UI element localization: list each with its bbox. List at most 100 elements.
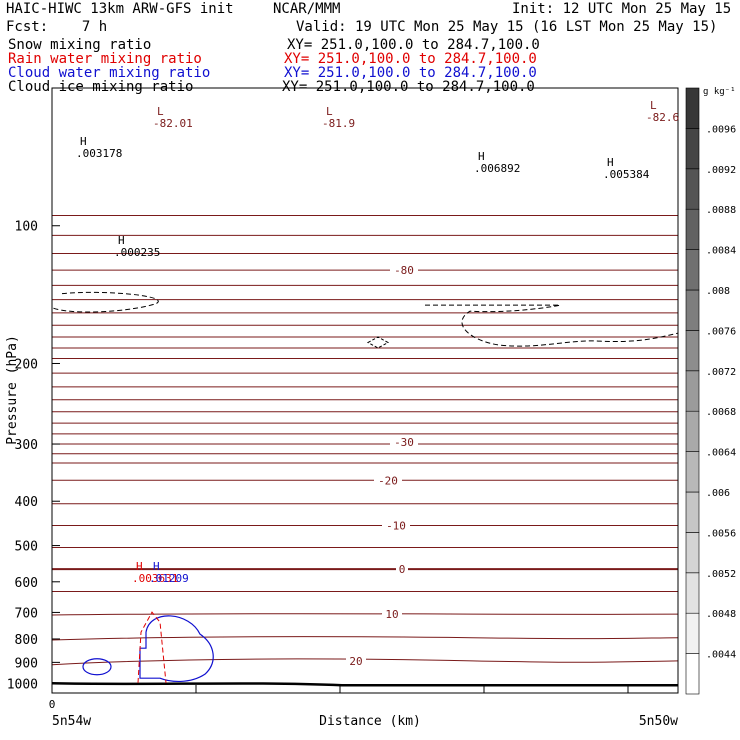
isotherm-label-bg xyxy=(382,518,410,532)
isotherm-label-bg xyxy=(390,263,418,277)
isotherm-label-bg xyxy=(390,435,418,449)
legend-rain-xy: XY= 251.0,100.0 to 284.7,100.0 xyxy=(284,51,537,67)
y-tick-label: 1000 xyxy=(7,677,38,692)
extremum-marker: H xyxy=(478,150,485,163)
y-tick-label: 400 xyxy=(15,495,38,510)
colorbar-level-label: .0096 xyxy=(706,124,736,135)
isotherm-label: -10 xyxy=(386,520,406,533)
extremum-marker: L xyxy=(650,99,657,112)
y-tick-label: 900 xyxy=(15,656,38,671)
extremum-marker: H xyxy=(607,156,614,169)
extremum-marker: L xyxy=(157,105,164,118)
colorbar-level-label: .0052 xyxy=(706,569,736,580)
colorbar-segment xyxy=(685,612,700,654)
extremum-marker: H xyxy=(153,560,160,573)
colorbar-level-label: .0092 xyxy=(706,165,736,176)
colorbar-level-label: .0088 xyxy=(706,205,736,216)
cloud-water-contour xyxy=(139,615,214,683)
distance-axis: 0 5n54w 5n50w Distance (km) xyxy=(49,685,678,729)
extremum-value: .01209 xyxy=(149,572,189,585)
y-tick-label: 200 xyxy=(15,357,38,372)
colorbar-level-label: .0044 xyxy=(706,650,736,661)
legend-cloud-water-label: Cloud water mixing ratio xyxy=(8,65,211,81)
isotherm-label: 20 xyxy=(349,655,362,668)
colorbar-level-label: .008 xyxy=(706,286,730,297)
isotherm-line xyxy=(51,613,679,616)
colorbar-level-label: .0064 xyxy=(706,448,736,459)
legend-rain-label: Rain water mixing ratio xyxy=(8,51,202,67)
y-tick-label: 700 xyxy=(15,606,38,621)
extremum-value: .003631 xyxy=(132,572,178,585)
extremum-value: -81.9 xyxy=(322,117,355,130)
colorbar-segment xyxy=(685,370,700,412)
rain-water-contour xyxy=(137,611,167,683)
x-endpoint-label-left: 5n54w xyxy=(52,714,91,729)
extremum-value: .003178 xyxy=(76,147,122,160)
x-tick-label: 0 xyxy=(49,698,56,711)
plot-frame xyxy=(51,87,679,694)
isotherm-line xyxy=(51,658,679,666)
contour-labels: -80-30-20-1001020L-82.01L-81.9L-82.6H.00… xyxy=(76,99,679,668)
isotherm-label-bg xyxy=(396,562,408,576)
colorbar-segment xyxy=(685,410,700,452)
y-tick-label: 800 xyxy=(15,633,38,648)
colorbar-segment xyxy=(685,87,700,129)
colorbar-segment xyxy=(685,168,700,210)
colorbar-segment xyxy=(685,249,700,291)
extremum-value: .000235 xyxy=(114,246,160,259)
isotherm-label-bg xyxy=(346,653,366,667)
legend-cloud-ice-label: Cloud ice mixing ratio xyxy=(8,79,194,95)
y-tick-label: 600 xyxy=(15,576,38,591)
extremum-value: .006892 xyxy=(474,162,520,175)
y-tick-label: 500 xyxy=(15,540,38,555)
extremum-marker: H xyxy=(118,234,125,247)
isotherm-label: -20 xyxy=(378,474,398,487)
terrain-surface-line xyxy=(51,682,678,687)
colorbar-segment xyxy=(685,532,700,574)
extremum-value: -82.01 xyxy=(153,117,193,130)
colorbar-unit: g kg⁻¹ xyxy=(703,87,736,97)
moisture-contour-layer xyxy=(51,291,679,683)
extremum-value: -82.6 xyxy=(646,111,679,124)
isotherm-label-bg xyxy=(382,607,402,621)
isotherm-label: 0 xyxy=(399,563,406,576)
colorbar-segment xyxy=(685,128,700,170)
extremum-marker: H xyxy=(80,135,87,148)
legend-cloud-ice-xy: XY= 251.0,100.0 to 284.7,100.0 xyxy=(282,79,535,95)
extremum-value: .005384 xyxy=(603,168,650,181)
extremum-marker: H xyxy=(136,560,143,573)
isotherm-label: -30 xyxy=(394,436,414,449)
colorbar-segment xyxy=(685,330,700,372)
colorbar-level-label: .0048 xyxy=(706,609,736,620)
colorbar-level-label: .0084 xyxy=(706,246,736,257)
isotherm-line xyxy=(51,636,679,641)
snow-contour xyxy=(51,291,159,313)
snow-contour xyxy=(425,304,679,347)
y-tick-label: 100 xyxy=(15,220,38,235)
colorbar: .0044 .0048 .0052 .0056 .006 .0064 .0068 .0072.… xyxy=(685,87,736,695)
colorbar-segment xyxy=(685,491,700,533)
x-endpoint-label-right: 5n50w xyxy=(639,714,678,729)
extremum-marker: L xyxy=(326,105,333,118)
colorbar-level-label: .0072 xyxy=(706,367,736,378)
isotherm-label: -80 xyxy=(394,264,414,277)
y-tick-label: 300 xyxy=(15,438,38,453)
legend-snow-xy: XY= 251.0,100.0 to 284.7,100.0 xyxy=(287,37,540,53)
center-label: NCAR/MMM xyxy=(273,1,341,17)
cloud-water-contour xyxy=(82,658,112,676)
colorbar-segment xyxy=(685,451,700,493)
colorbar-segment xyxy=(685,572,700,614)
legend-cloud-water-xy: XY= 251.0,100.0 to 284.7,100.0 xyxy=(284,65,537,81)
isotherm-label-bg xyxy=(374,473,402,487)
colorbar-level-label: .0056 xyxy=(706,528,736,539)
legend-snow-label: Snow mixing ratio xyxy=(8,37,152,53)
forecast-hour: Fcst: 7 h xyxy=(6,19,108,35)
isotherm-label: 10 xyxy=(385,608,398,621)
colorbar-segment xyxy=(685,289,700,331)
colorbar-segment xyxy=(685,653,700,695)
colorbar-level-label: .0068 xyxy=(706,407,736,418)
pressure-axis: 100 200 300 400 500 600 700 800 900 1000 Pressure … xyxy=(5,220,60,692)
model-title: HAIC-HIWC 13km ARW-GFS init xyxy=(6,1,234,17)
snow-contour xyxy=(366,336,390,349)
